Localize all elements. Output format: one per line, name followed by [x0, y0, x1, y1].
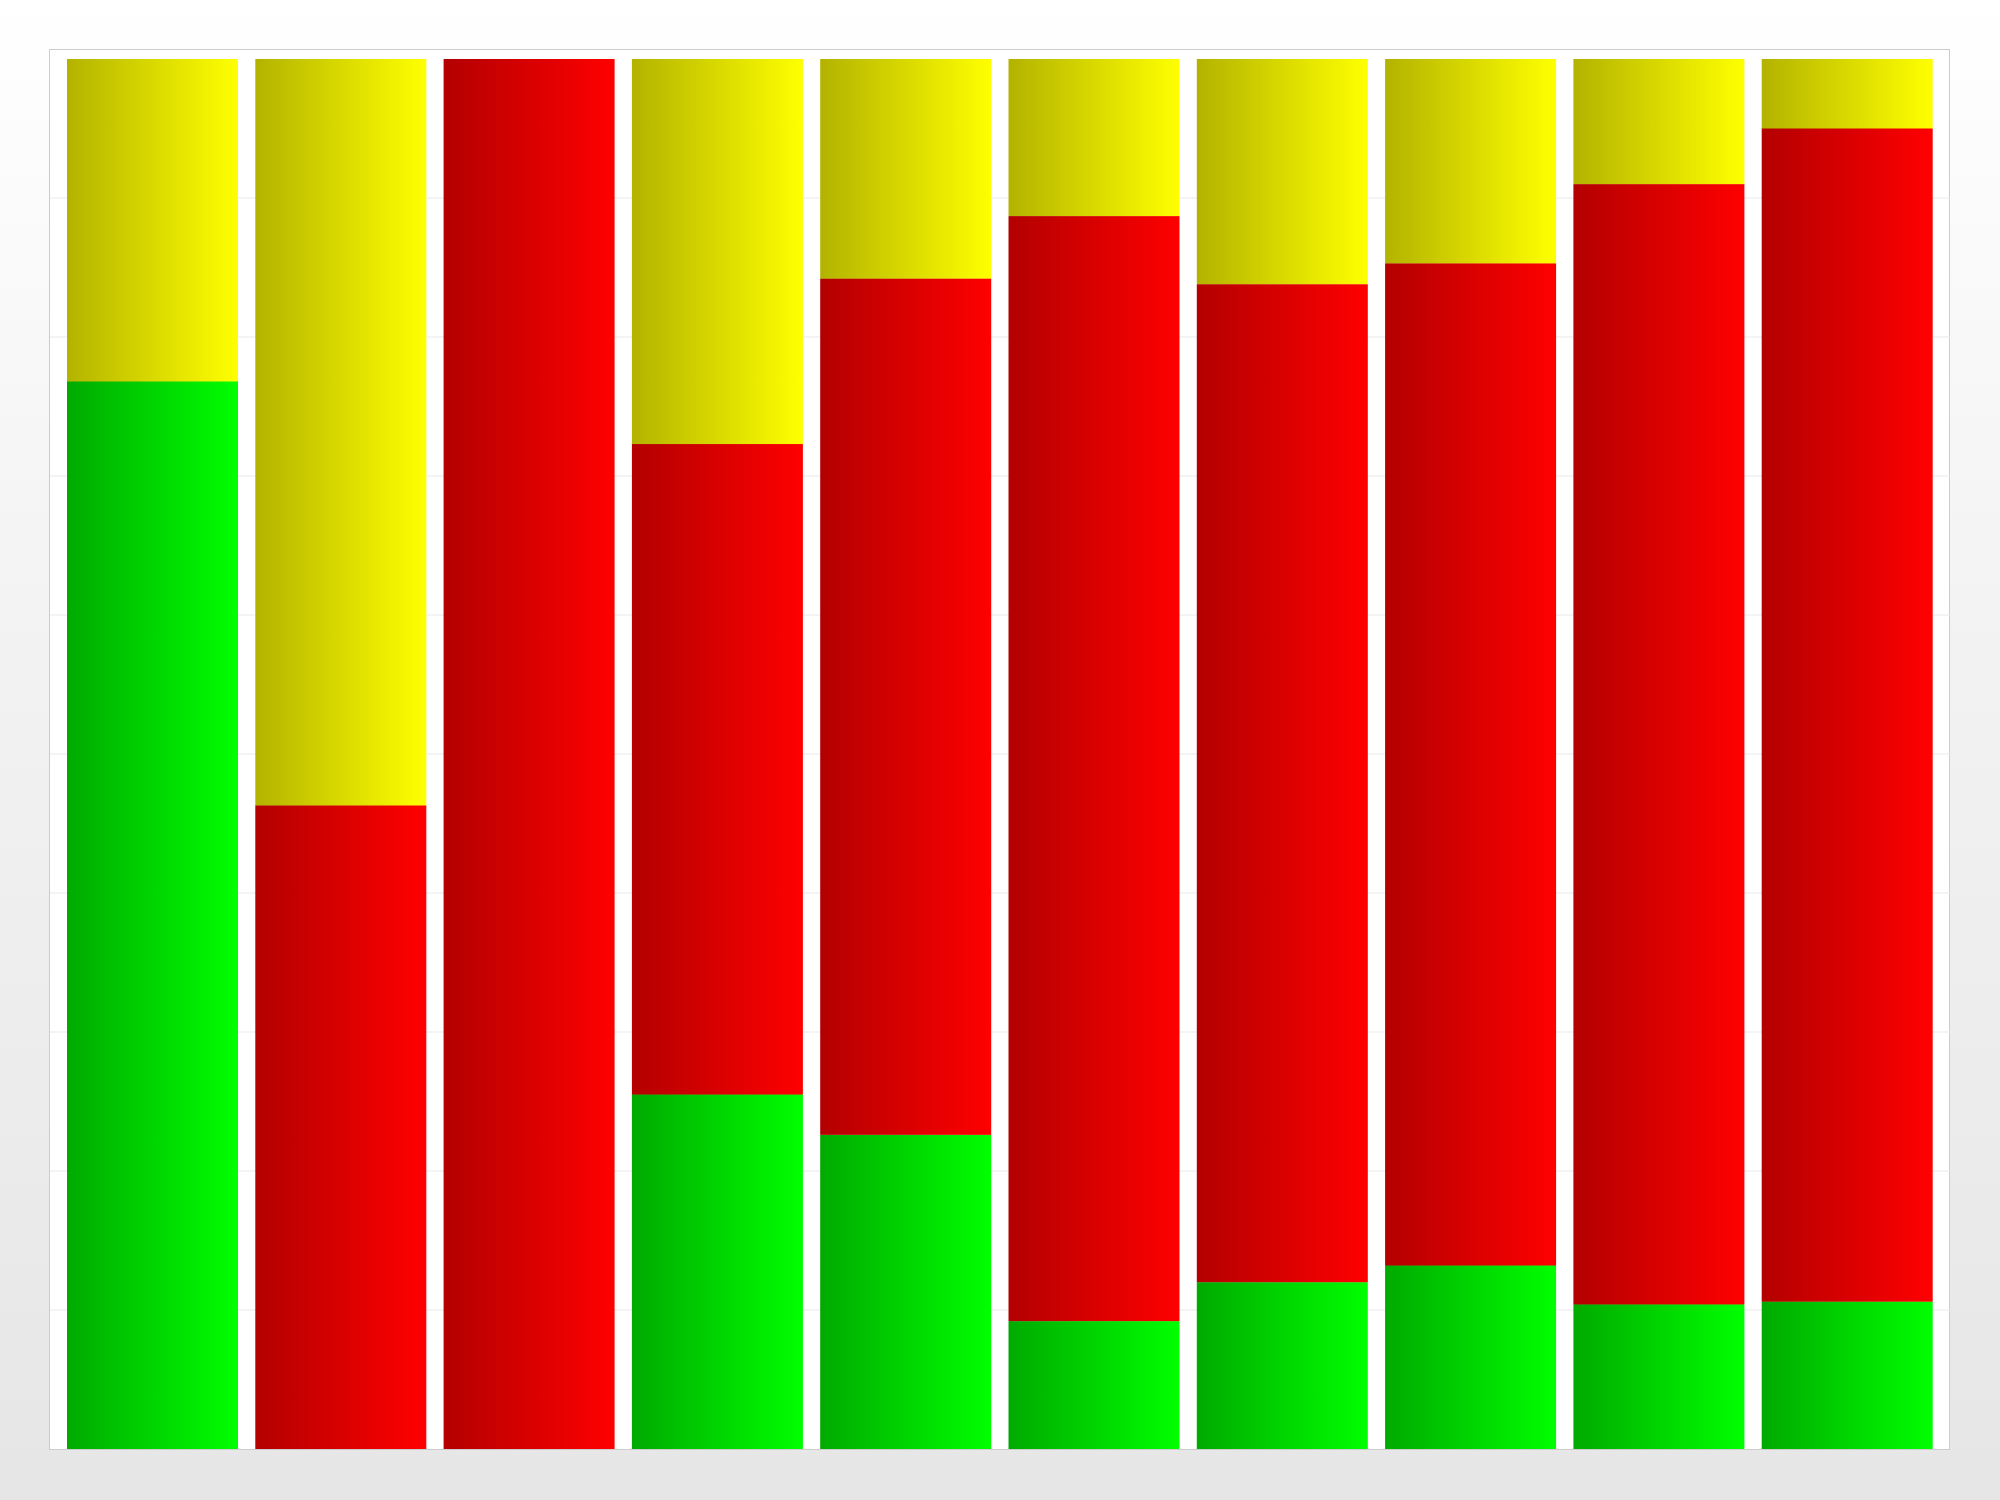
bar-segment: [631, 59, 803, 445]
bar-group-7: [1196, 59, 1368, 1449]
bar-segment: [820, 278, 992, 1135]
bar-segment: [1008, 59, 1180, 217]
bar-segment: [1573, 184, 1745, 1305]
bar-segment: [631, 1094, 803, 1449]
bar-segment: [1573, 1304, 1745, 1449]
bar-group-4: [631, 59, 803, 1449]
bar-segment: [1573, 59, 1745, 185]
bar-segment: [1385, 263, 1557, 1266]
bar-segment: [1196, 1282, 1368, 1449]
bar-segment: [1196, 59, 1368, 285]
bar-group-9: [1573, 59, 1745, 1449]
bar-segment: [1196, 284, 1368, 1283]
bar-group-5: [820, 59, 992, 1449]
bar-segment: [820, 1134, 992, 1449]
bar-segment: [255, 59, 427, 806]
bars: [67, 59, 1933, 1450]
bar-group-8: [1385, 59, 1557, 1449]
bar-segment: [1385, 1265, 1557, 1449]
bar-group-1: [67, 59, 238, 1450]
bar-segment: [443, 59, 615, 1449]
bar-segment: [67, 59, 238, 382]
bar-segment: [255, 805, 427, 1449]
bar-segment: [67, 381, 238, 1450]
bar-segment: [1761, 128, 1933, 1302]
bar-group-10: [1761, 59, 1933, 1449]
bar-group-2: [255, 59, 427, 1449]
bar-segment: [631, 444, 803, 1095]
bar-segment: [1008, 216, 1180, 1322]
bar-segment: [1008, 1321, 1180, 1449]
bar-segment: [1385, 59, 1557, 264]
bar-segment: [820, 59, 992, 279]
bar-segment: [1761, 59, 1933, 129]
bar-segment: [1761, 1301, 1933, 1449]
bar-group-3: [443, 59, 615, 1449]
bar-group-6: [1008, 59, 1180, 1449]
